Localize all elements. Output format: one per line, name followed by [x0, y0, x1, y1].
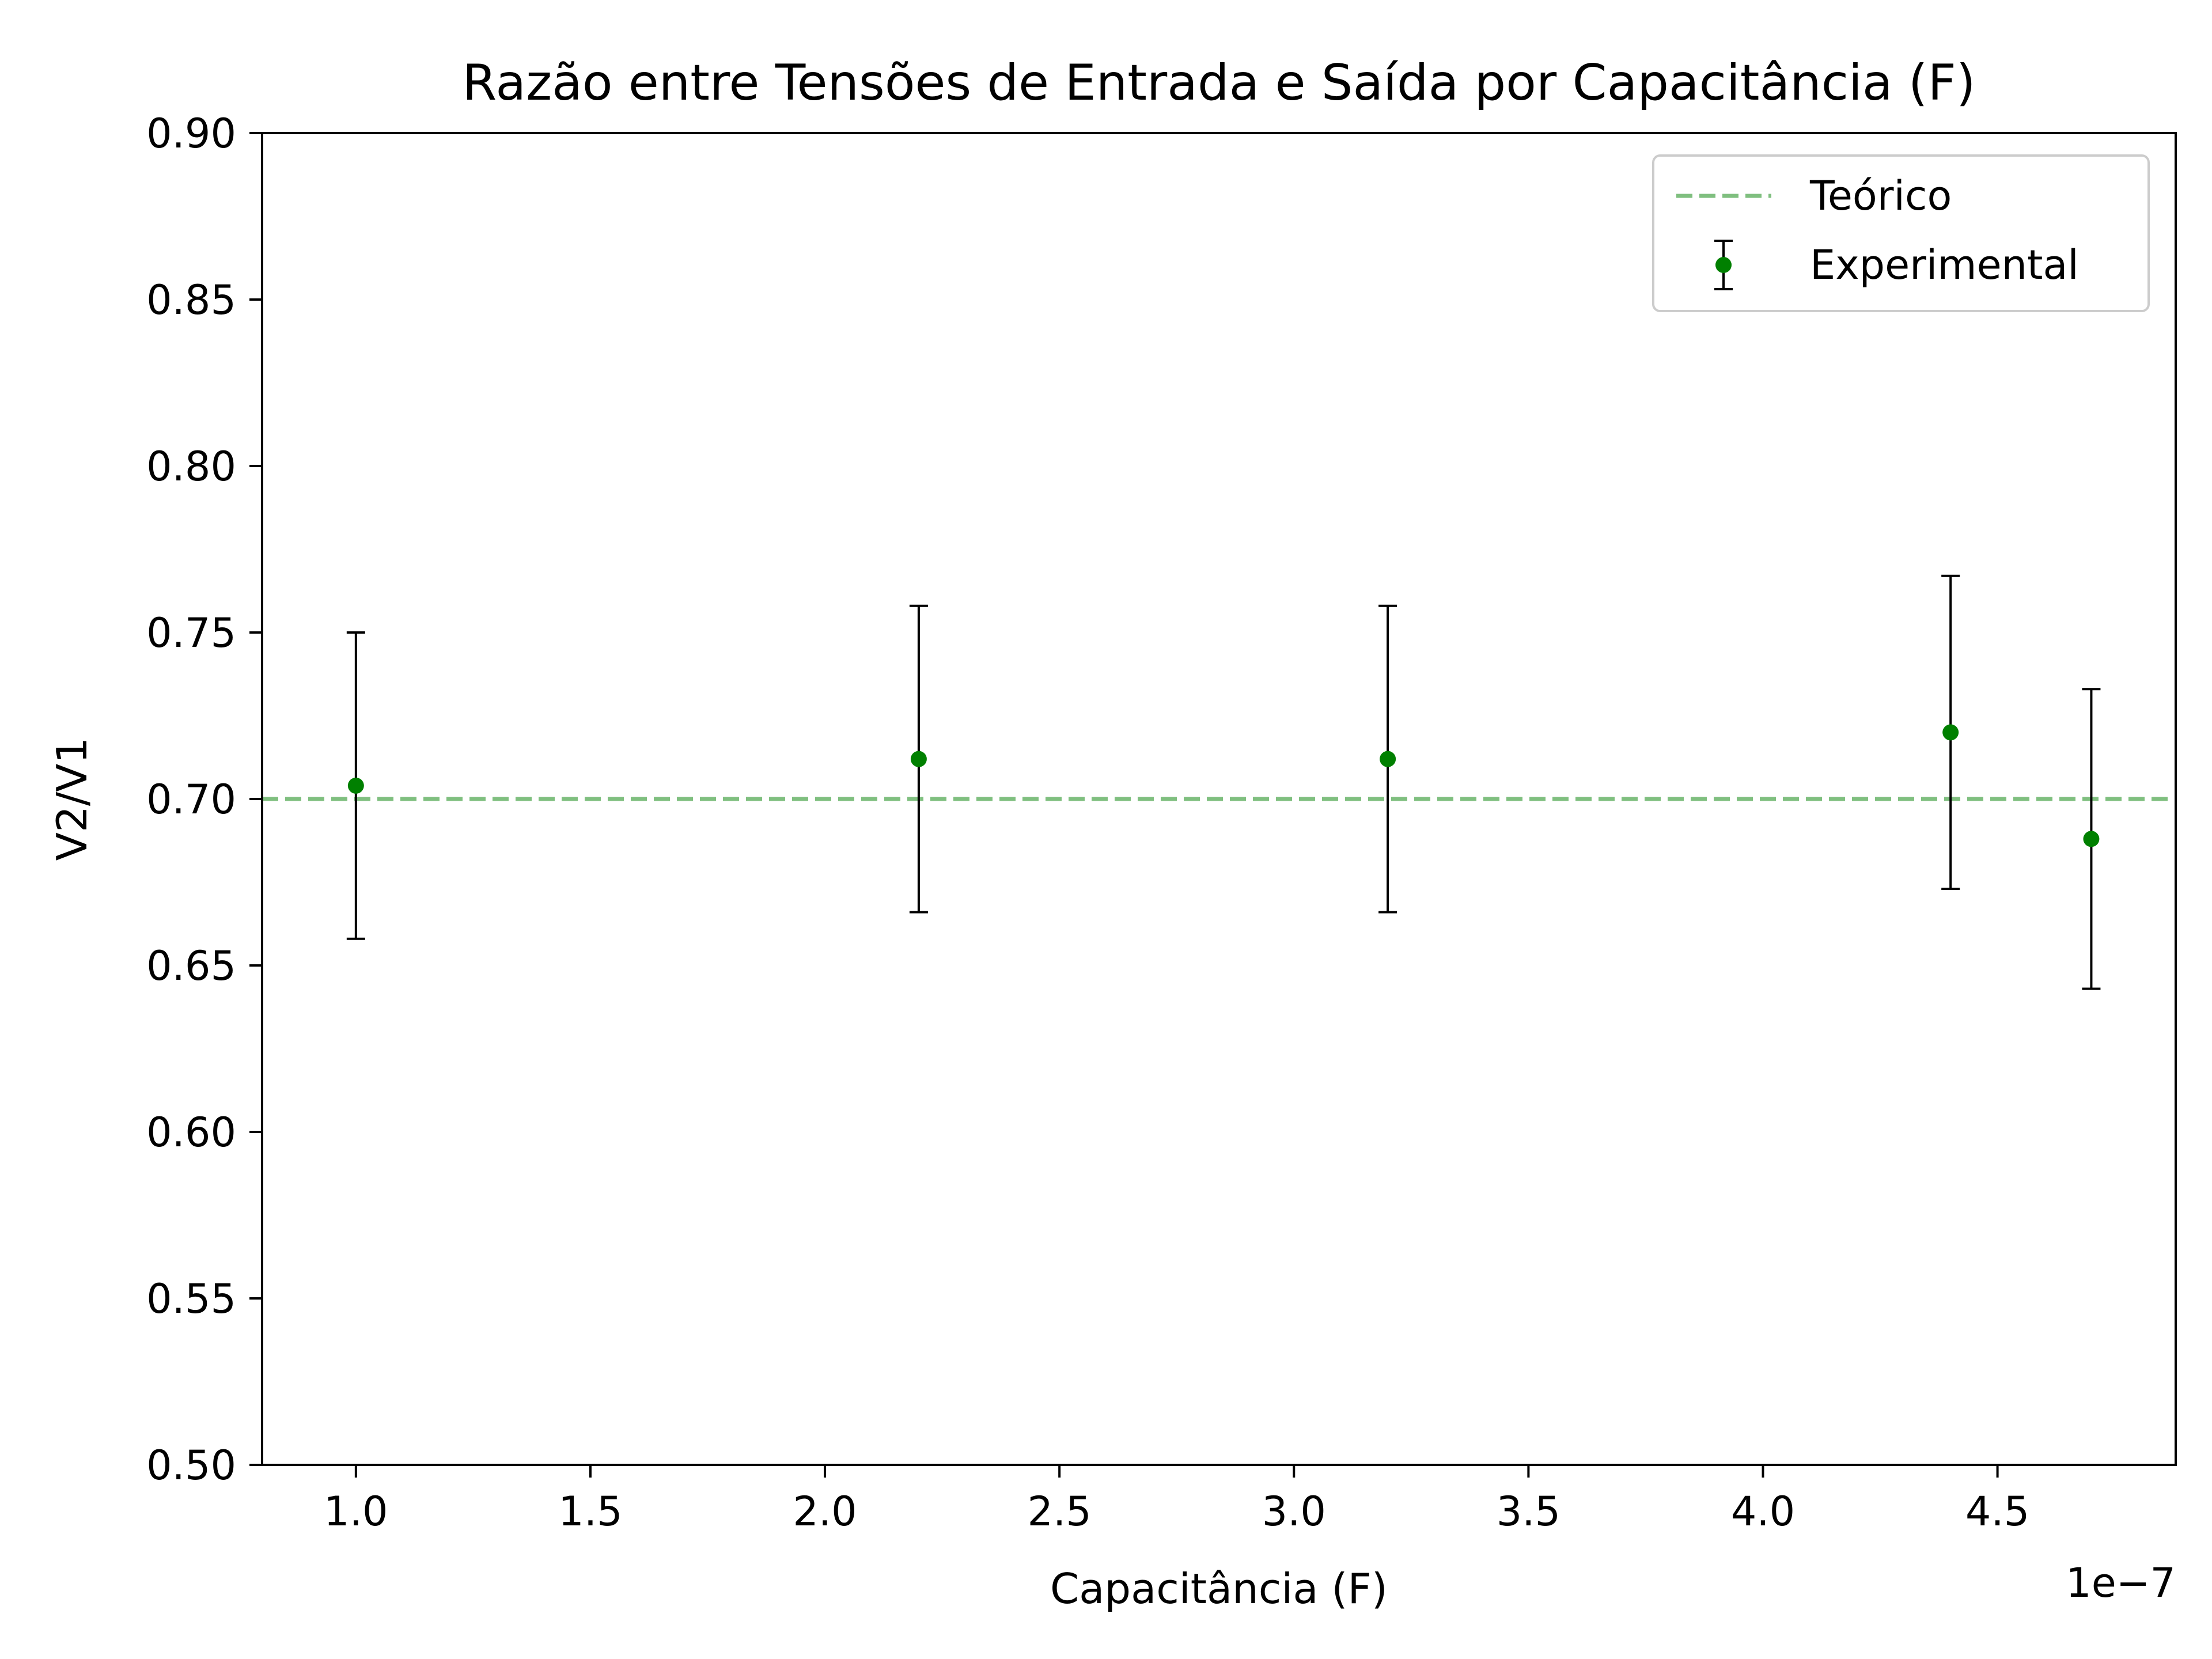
data-point	[910, 751, 927, 767]
x-tick-label: 4.0	[1731, 1488, 1795, 1535]
legend-theoretical-label: Teórico	[1809, 172, 1952, 219]
x-tick-label: 3.5	[1497, 1488, 1560, 1535]
x-tick-label: 2.5	[1028, 1488, 1092, 1535]
y-axis-title: V2/V1	[48, 737, 96, 861]
plot-marks	[262, 574, 2176, 990]
x-tick-label: 2.0	[793, 1488, 857, 1535]
y-tick-label: 0.85	[146, 276, 236, 324]
y-tick-label: 0.75	[146, 609, 236, 657]
x-axis-offset-label: 1e−7	[2066, 1559, 2176, 1607]
data-point	[1942, 724, 1959, 741]
y-tick-label: 0.65	[146, 942, 236, 990]
chart-title: Razão entre Tensões de Entrada e Saída p…	[463, 54, 1976, 112]
y-tick-label: 0.90	[146, 110, 236, 157]
data-point	[347, 777, 364, 794]
data-point	[2083, 831, 2100, 847]
legend: Teórico Experimental	[1652, 154, 2150, 312]
x-tick-label: 1.0	[324, 1488, 388, 1535]
legend-experimental-label: Experimental	[1810, 241, 2079, 289]
y-axis: 0.50 0.55 0.60 0.65 0.70 0.75 0.80 0.85 0.90	[146, 110, 262, 1489]
legend-box	[1652, 154, 2150, 312]
y-tick-label: 0.70	[146, 776, 236, 823]
legend-experimental-marker	[1715, 257, 1732, 273]
y-tick-label: 0.50	[146, 1442, 236, 1489]
y-tick-label: 0.60	[146, 1109, 236, 1156]
y-tick-label: 0.80	[146, 443, 236, 490]
y-tick-label: 0.55	[146, 1275, 236, 1323]
x-axis-title: Capacitância (F)	[1050, 1565, 1388, 1613]
x-axis: 1.0 1.5 2.0 2.5 3.0 3.5 4.0 4.5	[324, 1465, 2029, 1535]
data-point	[1380, 751, 1396, 767]
x-tick-label: 4.5	[1965, 1488, 2029, 1535]
x-tick-label: 1.5	[558, 1488, 622, 1535]
x-tick-label: 3.0	[1262, 1488, 1326, 1535]
